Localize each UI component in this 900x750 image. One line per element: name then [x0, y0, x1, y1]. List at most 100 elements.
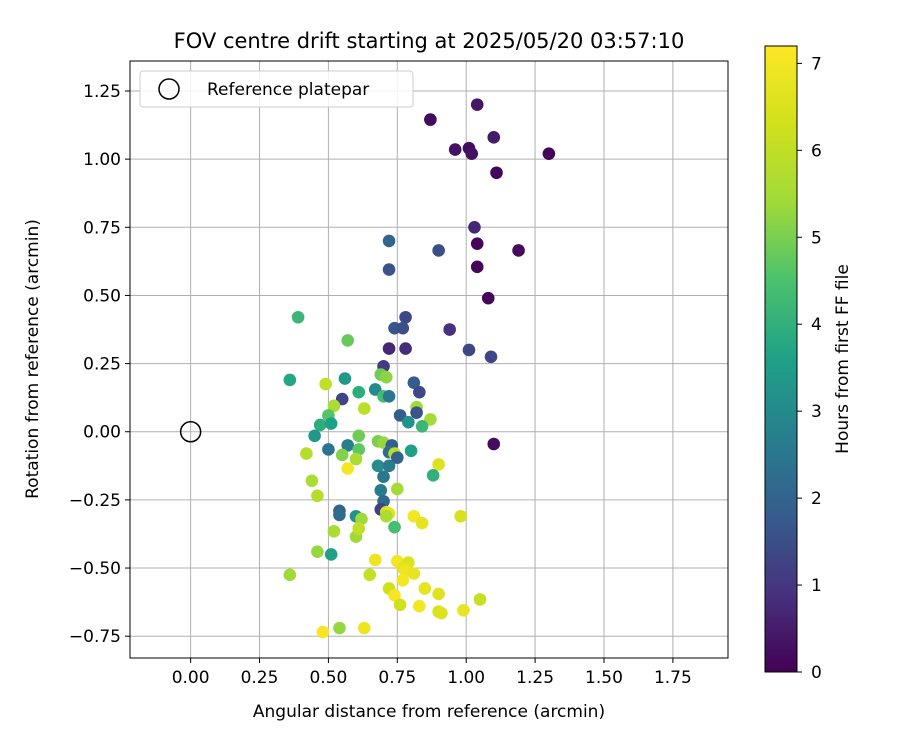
data-point: [324, 417, 338, 430]
data-point: [341, 439, 355, 452]
data-point: [490, 166, 503, 180]
data-point: [283, 568, 297, 582]
y-tick-label: 0.00: [83, 423, 121, 443]
data-point: [335, 448, 349, 462]
data-point: [324, 548, 338, 561]
data-point: [382, 459, 396, 473]
data-point: [322, 443, 335, 456]
colorbar-tick-label: 6: [811, 141, 822, 161]
data-point: [454, 509, 467, 523]
x-tick-label: 0.75: [378, 668, 416, 688]
plot-frame: [129, 60, 729, 659]
colorbar-tick-label: 2: [811, 489, 822, 509]
data-point: [407, 376, 421, 389]
data-point: [352, 443, 366, 456]
data-point: [413, 385, 426, 399]
data-point: [393, 598, 407, 612]
y-tick-label: −0.25: [69, 491, 121, 511]
data-point: [382, 342, 396, 355]
y-tick-label: 0.50: [83, 286, 121, 306]
colorbar-tick-label: 0: [811, 663, 822, 683]
colorbar-tick-label: 4: [811, 315, 822, 335]
data-point: [371, 459, 385, 473]
data-point: [311, 545, 324, 558]
data-point: [382, 263, 396, 276]
data-point: [388, 589, 401, 602]
colorbar-ticks: 0 1 2 3 4 5 6 7: [797, 54, 822, 683]
y-tick-label: 1.25: [83, 82, 121, 102]
data-point: [426, 469, 440, 482]
y-tick-label: −0.50: [69, 559, 121, 579]
data-point: [396, 574, 410, 587]
reference-point: [179, 420, 202, 443]
data-point: [308, 429, 321, 443]
y-axis-ticks: −0.75 −0.50 −0.25 0.00 0.25 0.50 0.75 1.00 1.25: [69, 82, 130, 647]
y-axis-label: Rotation from reference (arcmin): [23, 219, 43, 499]
x-axis-ticks: 0.00 0.25 0.50 0.75 1.00 1.25 1.50 1.75: [172, 658, 692, 688]
data-point: [357, 621, 371, 635]
y-tick-label: 0.25: [83, 355, 121, 375]
x-tick-label: 0.00: [172, 668, 210, 688]
data-point: [415, 516, 429, 530]
data-point: [313, 418, 327, 432]
data-point: [432, 244, 445, 257]
data-point: [473, 593, 487, 606]
data-point: [432, 587, 445, 601]
y-tick-label: −0.75: [69, 627, 121, 647]
data-point: [352, 385, 366, 399]
data-point: [443, 323, 456, 336]
data-point: [404, 444, 418, 458]
data-point: [418, 582, 432, 595]
x-tick-label: 1.00: [447, 668, 485, 688]
data-point: [468, 220, 481, 234]
data-point: [363, 568, 377, 582]
x-tick-label: 1.75: [654, 668, 692, 688]
chart-title: FOV centre drift starting at 2025/05/20 …: [174, 29, 685, 53]
y-tick-label: 1.00: [83, 150, 121, 170]
data-point: [399, 342, 412, 355]
data-point: [413, 599, 426, 613]
legend-box: [139, 70, 414, 108]
colorbar-label: Hours from first FF file: [833, 264, 853, 454]
data-point: [391, 482, 404, 496]
data-point: [481, 291, 495, 305]
data-points: [283, 98, 556, 639]
colorbar-tick-label: 7: [811, 54, 822, 74]
data-point: [291, 310, 305, 324]
data-point: [382, 390, 396, 403]
x-axis-label: Angular distance from reference (arcmin): [253, 702, 605, 722]
data-point: [407, 567, 421, 580]
data-point: [327, 524, 341, 538]
data-point: [374, 484, 388, 497]
data-point: [465, 147, 479, 160]
data-point: [402, 415, 415, 429]
data-point: [435, 606, 448, 620]
data-point: [349, 452, 363, 466]
data-point: [391, 451, 404, 464]
data-point: [338, 372, 352, 385]
data-point: [470, 237, 484, 250]
data-point: [305, 474, 319, 488]
data-point: [487, 437, 501, 451]
data-point: [382, 234, 396, 248]
data-point: [352, 522, 366, 535]
data-point: [415, 419, 429, 433]
data-point: [448, 143, 462, 156]
data-point: [470, 98, 484, 111]
legend: Reference platepar: [139, 70, 414, 108]
data-point: [357, 402, 371, 415]
data-point: [327, 399, 341, 413]
data-point: [487, 131, 501, 144]
x-tick-label: 1.25: [516, 668, 554, 688]
x-tick-label: 0.50: [309, 668, 347, 688]
data-point: [368, 553, 382, 567]
data-point: [424, 113, 437, 126]
colorbar-tick-label: 1: [811, 576, 822, 596]
legend-label: Reference platepar: [207, 80, 369, 100]
data-point: [377, 470, 390, 484]
data-point: [333, 508, 346, 522]
legend-marker: [158, 78, 180, 100]
data-point: [341, 334, 355, 347]
data-point: [283, 373, 297, 387]
